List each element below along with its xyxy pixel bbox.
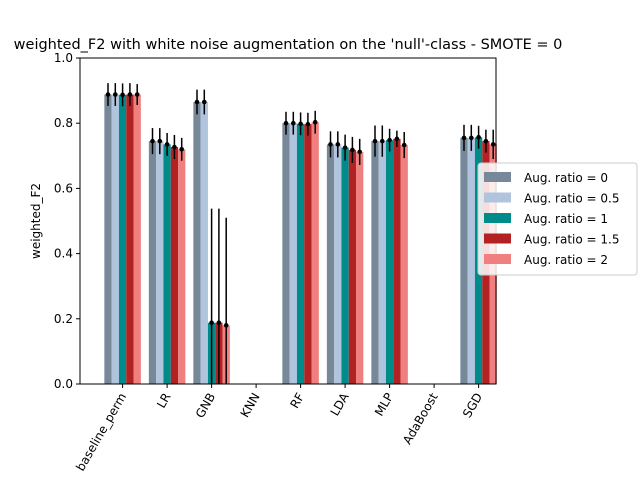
legend-label: Aug. ratio = 2 [524, 253, 608, 267]
x-tick-label: LDA [328, 390, 352, 418]
legend-swatch [484, 233, 511, 244]
y-axis: 0.0 0.2 0.4 0.6 0.8 1.0 [54, 51, 80, 391]
bars-layer [104, 94, 497, 385]
bar [282, 123, 290, 384]
y-tick-label: 1.0 [54, 51, 73, 65]
legend-swatch [484, 254, 511, 264]
x-tick-label: GNB [193, 391, 218, 421]
bar [133, 94, 141, 385]
x-tick-label: KNN [238, 391, 263, 420]
bar [163, 144, 171, 384]
bar [148, 141, 157, 384]
data-point [157, 138, 163, 144]
data-point [328, 142, 333, 147]
bar [118, 94, 127, 384]
data-point [387, 137, 392, 143]
data-point [223, 323, 229, 328]
bar [393, 138, 401, 384]
y-tick-label: 0.0 [54, 377, 73, 391]
x-tick-label: LR [154, 391, 174, 411]
legend-label: Aug. ratio = 1.5 [524, 233, 620, 247]
bar [334, 144, 342, 384]
bar [200, 102, 208, 384]
data-point [194, 99, 200, 105]
error-bars-layer [105, 83, 496, 384]
bar [126, 94, 134, 385]
bar [296, 123, 305, 385]
data-point [291, 120, 296, 126]
data-point [172, 144, 177, 150]
legend: Aug. ratio = 0 Aug. ratio = 0.5 Aug. ratio… [477, 162, 638, 276]
data-point [342, 145, 348, 150]
x-tick-label: baseline_perm [73, 391, 129, 474]
x-axis: baseline_perm LR GNB KNN RF LDA MLP AdaBoost SGD [73, 384, 485, 473]
x-tick-label: MLP [372, 391, 396, 419]
legend-swatch [484, 192, 511, 203]
data-point [312, 119, 318, 125]
data-point [150, 138, 155, 144]
chart-title: weighted_F2 with white noise augmentatio… [14, 37, 563, 53]
x-tick-label: RF [287, 390, 307, 410]
data-point [372, 138, 378, 144]
bar [111, 94, 119, 385]
y-tick-label: 0.4 [54, 247, 73, 261]
legend-swatch [484, 172, 511, 182]
bar [193, 102, 201, 384]
data-point [113, 92, 118, 97]
data-point [134, 92, 140, 97]
data-point [357, 149, 363, 155]
data-point [469, 135, 474, 141]
bar [289, 123, 297, 384]
bar [178, 149, 186, 384]
y-axis-label: weighted_F2 [29, 183, 43, 259]
x-tick-label: AdaBoost [400, 390, 441, 446]
data-point [461, 135, 467, 141]
bar [170, 146, 179, 384]
y-tick-label: 0.2 [54, 312, 73, 326]
data-point [127, 92, 133, 97]
data-point [490, 142, 496, 147]
data-point [120, 92, 125, 98]
legend-frame [477, 162, 638, 276]
bar [400, 145, 408, 384]
data-point [394, 136, 400, 142]
bar [378, 141, 386, 384]
data-point [335, 142, 341, 147]
bar [371, 141, 379, 384]
legend-label: Aug. ratio = 0 [524, 171, 608, 185]
data-point [202, 99, 207, 105]
data-point [298, 121, 303, 127]
x-tick-label: SGD [460, 391, 485, 421]
data-point [179, 146, 184, 152]
y-tick-label: 0.8 [54, 116, 73, 130]
data-point [164, 142, 170, 147]
legend-swatch [484, 213, 511, 223]
bar [311, 122, 319, 385]
data-point [401, 142, 407, 148]
legend-label: Aug. ratio = 0.5 [524, 192, 620, 206]
data-point [483, 138, 489, 144]
bar [104, 94, 112, 385]
data-point [105, 92, 111, 97]
bar [348, 149, 357, 384]
bar [304, 124, 312, 384]
data-point [476, 134, 481, 140]
legend-label: Aug. ratio = 1 [524, 212, 608, 226]
bar [467, 137, 475, 384]
data-point [350, 147, 355, 153]
bar [356, 151, 364, 384]
data-point [216, 320, 222, 326]
bar [326, 144, 335, 384]
bar [385, 140, 394, 384]
bar [460, 137, 468, 384]
data-point [380, 138, 385, 144]
data-point [209, 320, 214, 326]
bar [156, 141, 164, 384]
data-point [305, 121, 311, 127]
data-point [283, 120, 289, 126]
bar [341, 147, 349, 384]
y-tick-label: 0.6 [54, 181, 73, 195]
